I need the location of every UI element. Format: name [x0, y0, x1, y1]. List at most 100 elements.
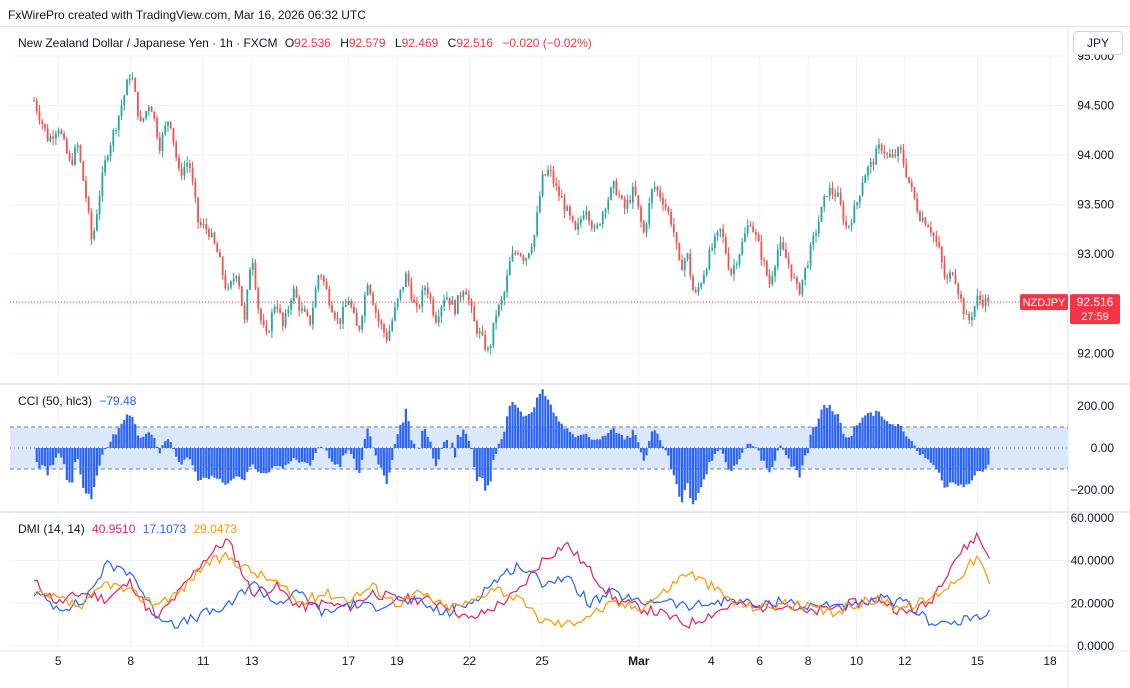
candle-body: [378, 313, 380, 322]
cci-bar: [861, 418, 863, 448]
cci-bar: [812, 427, 814, 448]
cci-bar: [279, 448, 281, 466]
cci-bar: [697, 448, 699, 493]
cci-tick-label: 0.00: [1091, 441, 1115, 455]
cci-bar: [325, 448, 327, 451]
cci-bar: [547, 400, 549, 448]
candle-body: [547, 170, 549, 176]
cci-bar: [875, 411, 877, 448]
cci-bar: [670, 448, 672, 469]
cci-bar: [610, 430, 612, 448]
candle-body: [200, 222, 202, 225]
candle-body: [739, 254, 741, 264]
candle-body: [976, 296, 978, 306]
cci-bar: [533, 407, 535, 448]
candle-body: [296, 289, 298, 298]
cci-bar: [140, 438, 142, 448]
cci-bar: [334, 448, 336, 465]
cci-bar: [438, 448, 440, 459]
candle-body: [39, 111, 41, 120]
cci-bar: [511, 402, 513, 448]
cci-bar: [667, 448, 669, 456]
candle-body: [451, 300, 453, 305]
candle-body: [203, 224, 205, 225]
currency-button[interactable]: JPY: [1073, 31, 1123, 55]
candle-body: [375, 305, 377, 313]
cci-bar: [542, 389, 544, 448]
cci-bar: [66, 448, 68, 480]
cci-bar: [131, 417, 133, 448]
candle-body: [706, 269, 708, 275]
candle-body: [77, 145, 79, 147]
cci-bar: [774, 448, 776, 461]
candle-body: [112, 130, 114, 145]
candle-body: [987, 298, 989, 302]
cci-bar: [268, 448, 270, 472]
cci-bar: [935, 448, 937, 469]
cci-bar: [498, 444, 500, 448]
candle-body: [298, 298, 300, 311]
candle-body: [356, 313, 358, 326]
candle-body: [711, 248, 713, 250]
cci-bar: [509, 406, 511, 448]
cci-bar: [186, 448, 188, 458]
cci-bar: [913, 445, 915, 448]
candle-body: [282, 312, 284, 326]
candle-body: [845, 221, 847, 226]
cci-bar: [175, 448, 177, 457]
candle-body: [454, 300, 456, 314]
cci-bar: [150, 435, 152, 448]
cci-bar: [539, 394, 541, 448]
cci-bar: [604, 436, 606, 448]
cci-bar: [599, 439, 601, 448]
candle-body: [730, 269, 732, 274]
cci-bar: [645, 448, 647, 455]
cci-bar: [883, 420, 885, 448]
cci-bar: [481, 448, 483, 478]
candle-body: [703, 275, 705, 284]
candle-body: [829, 188, 831, 196]
candle-body: [659, 190, 661, 197]
cci-bar: [919, 448, 921, 455]
cci-bar: [695, 448, 697, 500]
candle-body: [301, 309, 303, 311]
cci-bar: [126, 414, 128, 448]
cci-bar: [618, 434, 620, 448]
cci-bar: [804, 448, 806, 455]
candle-body: [791, 264, 793, 277]
candle-body: [788, 258, 790, 264]
cci-bar: [659, 440, 661, 448]
candle-body: [533, 235, 535, 247]
candle-body: [810, 245, 812, 266]
cci-bar: [643, 448, 645, 461]
candle-body: [468, 295, 470, 301]
candle-body: [728, 253, 730, 269]
candle-body: [345, 305, 347, 307]
cci-bar: [544, 396, 546, 448]
candle-body: [894, 154, 896, 156]
cci-bar: [722, 448, 724, 454]
cci-bar: [99, 448, 101, 466]
cci-bar: [413, 444, 415, 448]
candle-body: [271, 313, 273, 332]
candle-body: [246, 290, 248, 320]
cci-bar: [85, 448, 87, 494]
dmi-name: DMI (14, 14): [18, 522, 85, 536]
candle-body: [692, 276, 694, 290]
cci-bar: [927, 448, 929, 459]
candle-body: [211, 233, 213, 237]
candle-body: [432, 299, 434, 315]
candle-body: [197, 198, 199, 223]
candle-body: [949, 272, 951, 278]
cci-bar: [569, 432, 571, 448]
cci-bar: [230, 448, 232, 481]
candle-body: [148, 107, 150, 111]
candle-body: [276, 307, 278, 309]
candle-body: [722, 229, 724, 237]
candle-body: [153, 112, 155, 119]
candle-body: [689, 253, 691, 275]
cci-bar: [63, 448, 65, 464]
candle-body: [443, 300, 445, 307]
candle-body: [320, 276, 322, 277]
